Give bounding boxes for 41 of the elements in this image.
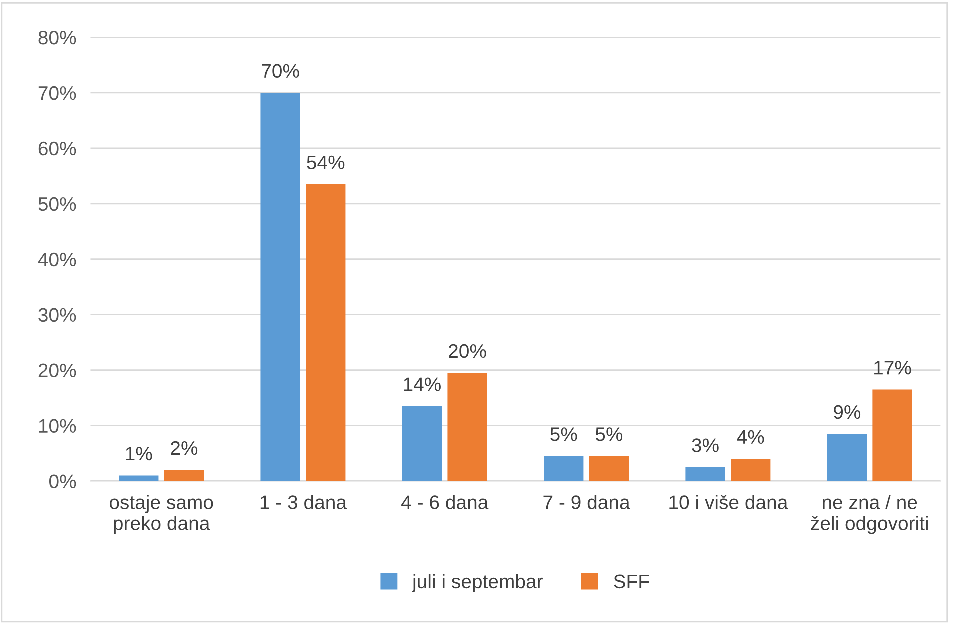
x-tick-label: 7 - 9 dana <box>544 495 630 510</box>
data-label: 54% <box>307 156 345 170</box>
y-tick-label: 60% <box>38 142 76 156</box>
y-tick-label: 30% <box>38 308 76 322</box>
bar <box>260 92 300 482</box>
y-tick-label: 40% <box>38 252 76 267</box>
data-label: 3% <box>692 438 719 452</box>
bar <box>686 467 726 482</box>
bar <box>402 406 442 482</box>
bar <box>448 373 488 482</box>
data-label: 14% <box>404 378 441 392</box>
data-label: 70% <box>262 64 300 78</box>
data-label: 5% <box>596 428 623 442</box>
bar <box>872 390 912 482</box>
x-tick-label: ne zna / ne želi odgovoriti <box>811 495 928 534</box>
bar <box>164 470 204 482</box>
bar <box>544 456 584 482</box>
bar <box>306 184 346 482</box>
data-label: 5% <box>550 428 578 442</box>
x-tick-label: ostaje samo preko dana <box>110 495 214 534</box>
bar <box>119 476 159 482</box>
bar <box>589 456 630 482</box>
legend-label: SFF <box>614 574 650 589</box>
y-tick-label: 0% <box>49 474 76 488</box>
legend-label: juli i septembar <box>412 574 543 592</box>
x-tick-label: 10 i više dana <box>670 495 788 510</box>
y-tick-label: 70% <box>38 86 76 100</box>
x-tick-label: 1 - 3 dana <box>260 495 347 510</box>
y-tick-label: 50% <box>38 197 76 212</box>
data-label: 17% <box>874 361 912 375</box>
data-label: 2% <box>171 441 198 456</box>
data-label: 4% <box>737 430 764 444</box>
y-tick-label: 80% <box>38 30 76 45</box>
bar <box>827 434 868 482</box>
x-tick-label: 4 - 6 dana <box>402 495 489 510</box>
y-tick-label: 10% <box>39 419 76 434</box>
y-tick-label: 20% <box>38 364 76 378</box>
bar <box>731 459 771 482</box>
data-label: 9% <box>834 405 861 420</box>
data-label: 1% <box>126 447 152 461</box>
data-label: 20% <box>449 344 486 358</box>
